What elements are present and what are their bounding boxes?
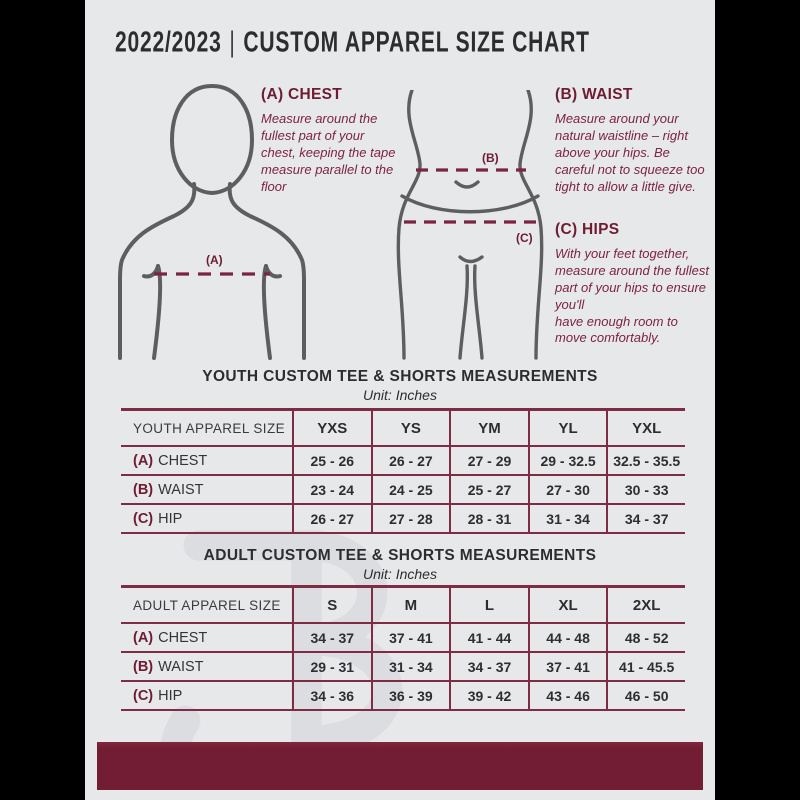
youth-section-title: YOUTH CUSTOM TEE & SHORTS MEASUREMENTS bbox=[202, 368, 598, 385]
adult-size-column-header: ADULT APPAREL SIZE bbox=[133, 597, 281, 613]
youth-size-table: YOUTH APPAREL SIZE YXS YS YM YL YXL (A) C… bbox=[121, 408, 685, 534]
table-cell: 36 - 39 bbox=[370, 682, 450, 709]
table-cell: 37 - 41 bbox=[370, 624, 450, 651]
table-cell: 24 - 25 bbox=[370, 476, 450, 503]
table-cell: 34 - 37 bbox=[292, 624, 371, 651]
table-cell: 30 - 33 bbox=[606, 476, 685, 503]
table-cell: 28 - 31 bbox=[449, 505, 528, 532]
table-cell: 27 - 29 bbox=[449, 447, 528, 474]
table-cell: 41 - 44 bbox=[449, 624, 528, 651]
youth-size-column-header: YOUTH APPAREL SIZE bbox=[133, 420, 285, 436]
size-2xl-header: 2XL bbox=[606, 588, 685, 622]
table-cell: 27 - 30 bbox=[527, 476, 607, 503]
hips-guide: (C) HIPS With your feet together, measur… bbox=[555, 221, 710, 347]
youth-hip-row: (C) HIP 26 - 27 27 - 28 28 - 31 31 - 34 3… bbox=[121, 503, 685, 532]
table-cell: 27 - 28 bbox=[370, 505, 450, 532]
row-label: (B) WAIST bbox=[133, 481, 204, 498]
upper-body-diagram: (A) bbox=[110, 82, 315, 365]
table-cell: 48 - 52 bbox=[606, 624, 685, 651]
table-cell: 37 - 41 bbox=[527, 653, 607, 680]
size-ym-header: YM bbox=[449, 411, 528, 445]
youth-waist-row: (B) WAIST 23 - 24 24 - 25 25 - 27 27 - 30… bbox=[121, 474, 685, 503]
size-s-header: S bbox=[292, 588, 371, 622]
waist-guide: (B) WAIST Measure around your natural wa… bbox=[555, 86, 708, 195]
title-separator: | bbox=[229, 25, 236, 58]
table-cell: 34 - 36 bbox=[292, 682, 371, 709]
page-title: 2022/2023 | CUSTOM APPAREL SIZE CHART bbox=[115, 26, 590, 59]
table-cell: 31 - 34 bbox=[527, 505, 607, 532]
table-cell: 29 - 32.5 bbox=[527, 447, 607, 474]
size-xl-header: XL bbox=[527, 588, 607, 622]
table-cell: 44 - 48 bbox=[527, 624, 607, 651]
table-cell: 46 - 50 bbox=[606, 682, 685, 709]
row-label: (B) WAIST bbox=[133, 658, 204, 675]
adult-hip-row: (C) HIP 34 - 36 36 - 39 39 - 42 43 - 46 4… bbox=[121, 680, 685, 709]
hip-line-label: (C) bbox=[516, 231, 533, 245]
size-m-header: M bbox=[370, 588, 450, 622]
row-label: (C) HIP bbox=[133, 687, 183, 704]
youth-unit-label: Unit: Inches bbox=[363, 387, 437, 403]
table-cell: 29 - 31 bbox=[292, 653, 371, 680]
table-cell: 39 - 42 bbox=[449, 682, 528, 709]
table-cell: 34 - 37 bbox=[449, 653, 528, 680]
size-yxs-header: YXS bbox=[292, 411, 371, 445]
size-chart-page: 2022/2023 | CUSTOM APPAREL SIZE CHART bbox=[85, 0, 715, 800]
size-ys-header: YS bbox=[370, 411, 450, 445]
table-cell: 32.5 - 35.5 bbox=[606, 447, 685, 474]
table-cell: 23 - 24 bbox=[292, 476, 371, 503]
waist-line-label: (B) bbox=[482, 151, 499, 165]
waist-guide-text: Measure around your natural waistline – … bbox=[555, 111, 705, 194]
waist-guide-heading: (B) WAIST bbox=[555, 86, 633, 103]
table-cell: 43 - 46 bbox=[527, 682, 607, 709]
adult-waist-row: (B) WAIST 29 - 31 31 - 34 34 - 37 37 - 41… bbox=[121, 651, 685, 680]
table-cell: 34 - 37 bbox=[606, 505, 685, 532]
adult-section-title: ADULT CUSTOM TEE & SHORTS MEASUREMENTS bbox=[203, 547, 597, 564]
title-text: CUSTOM APPAREL SIZE CHART bbox=[243, 25, 590, 58]
adult-table-header-row: ADULT APPAREL SIZE S M L XL 2XL bbox=[121, 588, 685, 622]
hips-guide-heading: (C) HIPS bbox=[555, 221, 620, 238]
chest-line-label: (A) bbox=[206, 253, 223, 267]
row-label: (C) HIP bbox=[133, 510, 183, 527]
page-header: 2022/2023 | CUSTOM APPAREL SIZE CHART bbox=[115, 16, 701, 68]
youth-table-header-row: YOUTH APPAREL SIZE YXS YS YM YL YXL bbox=[121, 411, 685, 445]
season-label: 2022/2023 bbox=[115, 25, 222, 58]
table-cell: 25 - 26 bbox=[292, 447, 371, 474]
adult-chest-row: (A) CHEST 34 - 37 37 - 41 41 - 44 44 - 48… bbox=[121, 622, 685, 651]
youth-chest-row: (A) CHEST 25 - 26 26 - 27 27 - 29 29 - 32… bbox=[121, 445, 685, 474]
table-cell: 25 - 27 bbox=[449, 476, 528, 503]
hips-guide-text: With your feet together, measure around … bbox=[555, 246, 709, 346]
row-label: (A) CHEST bbox=[133, 629, 208, 646]
size-yxl-header: YXL bbox=[606, 411, 685, 445]
table-cell: 26 - 27 bbox=[370, 447, 450, 474]
footer-accent-bar bbox=[97, 742, 703, 790]
table-cell: 31 - 34 bbox=[370, 653, 450, 680]
lower-body-diagram: (B) (C) bbox=[390, 88, 550, 365]
row-label: (A) CHEST bbox=[133, 452, 208, 469]
chest-guide: (A) CHEST Measure around the fullest par… bbox=[261, 86, 401, 195]
chest-guide-heading: (A) CHEST bbox=[261, 86, 343, 103]
size-l-header: L bbox=[449, 588, 528, 622]
chest-guide-text: Measure around the fullest part of your … bbox=[261, 111, 396, 194]
adult-unit-label: Unit: Inches bbox=[363, 566, 437, 582]
table-cell: 41 - 45.5 bbox=[606, 653, 685, 680]
size-yl-header: YL bbox=[527, 411, 607, 445]
adult-size-table: ADULT APPAREL SIZE S M L XL 2XL (A) CHEST… bbox=[121, 585, 685, 711]
table-cell: 26 - 27 bbox=[292, 505, 371, 532]
